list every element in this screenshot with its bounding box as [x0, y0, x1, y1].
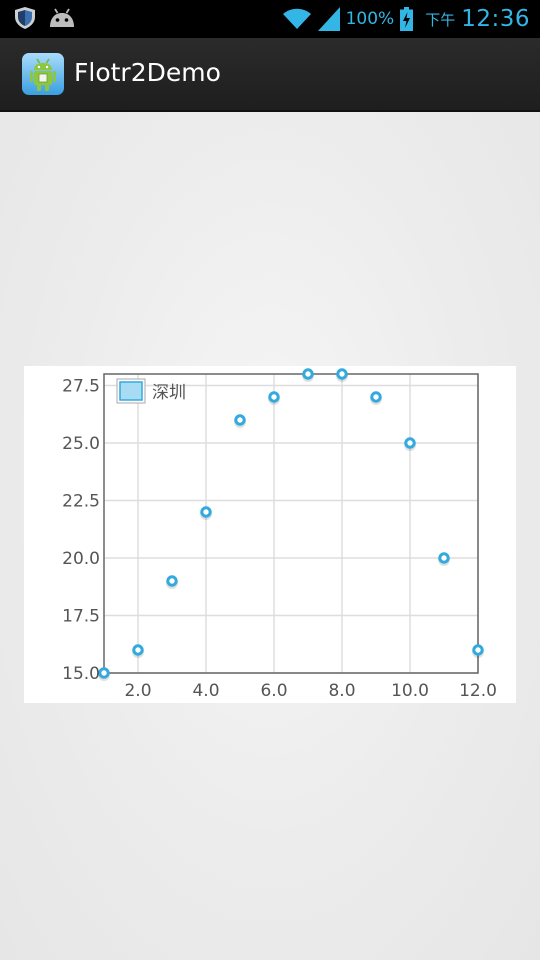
- series-points: [98, 368, 484, 681]
- clock-time: 12:36: [461, 6, 530, 32]
- tick-labels: 2.0 4.0 6.0 8.0 10.0 12.0 15.0 17.5 20.0 22.5 25.0…: [62, 377, 497, 702]
- legend-label: 深圳: [152, 383, 186, 403]
- data-point: [404, 437, 416, 449]
- y-tick-label: 17.5: [62, 607, 100, 627]
- y-tick-label: 20.0: [62, 549, 100, 569]
- legend: 深圳: [116, 378, 186, 404]
- android-app-icon[interactable]: [22, 53, 64, 95]
- status-bar: 100% 下午 12:36: [0, 0, 540, 38]
- y-tick-label: 15.0: [62, 664, 100, 684]
- y-tick-label: 25.0: [62, 434, 100, 454]
- app-title: Flotr2Demo: [74, 58, 221, 87]
- x-tick-label: 6.0: [260, 681, 287, 701]
- x-tick-label: 2.0: [124, 681, 151, 701]
- data-point: [438, 552, 450, 564]
- y-tick-label: 22.5: [62, 492, 100, 512]
- action-bar: Flotr2Demo: [0, 38, 540, 112]
- data-point: [302, 368, 314, 380]
- wifi-icon: [282, 8, 311, 29]
- data-point: [472, 644, 484, 656]
- chart-grid: [104, 374, 479, 674]
- data-point: [98, 667, 110, 679]
- battery-charging-icon: [400, 7, 414, 31]
- data-point: [370, 391, 382, 403]
- data-point: [200, 506, 212, 518]
- chart-container: 2.0 4.0 6.0 8.0 10.0 12.0 15.0 17.5 20.0 22.5 25.0…: [24, 366, 516, 703]
- battery-percent: 100%: [345, 9, 395, 29]
- time-ampm: 下午: [425, 10, 456, 29]
- data-point: [166, 575, 178, 587]
- y-tick-label: 27.5: [62, 377, 100, 397]
- legend-swatch-fill: [119, 381, 143, 401]
- x-tick-label: 8.0: [328, 681, 355, 701]
- data-point: [234, 414, 246, 426]
- data-point: [336, 368, 348, 380]
- data-point: [132, 644, 144, 656]
- android-robot-icon: [50, 8, 74, 27]
- x-tick-label: 10.0: [391, 681, 429, 701]
- scatter-chart: 2.0 4.0 6.0 8.0 10.0 12.0 15.0 17.5 20.0 22.5 25.0…: [62, 368, 497, 702]
- x-tick-label: 12.0: [459, 681, 497, 701]
- x-tick-label: 4.0: [192, 681, 219, 701]
- data-point: [268, 391, 280, 403]
- signal-icon: [317, 7, 340, 31]
- shield-icon: [15, 7, 35, 29]
- plot-frame: [103, 373, 479, 674]
